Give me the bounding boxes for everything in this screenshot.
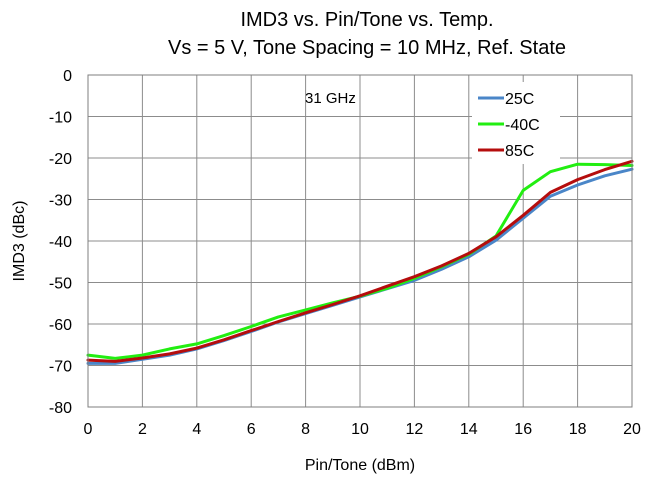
chart-subtitle: Vs = 5 V, Tone Spacing = 10 MHz, Ref. St…	[168, 37, 566, 59]
y-tick-label: -70	[49, 359, 72, 376]
x-tick-label: 20	[623, 421, 641, 438]
y-tick-label: -20	[49, 151, 72, 168]
series-lines	[86, 159, 634, 365]
x-tick-label: 6	[247, 421, 256, 438]
y-axis-label: IMD3 (dBc)	[11, 201, 28, 282]
x-tick-label: 16	[514, 421, 532, 438]
tick-labels: 0 2 4 6 8 10 12 14 16 18 20 0 -10 -20 -30 -40 -50 -60 -70 -…	[49, 68, 641, 438]
x-tick-label: 10	[351, 421, 369, 438]
y-tick-label: -50	[49, 276, 72, 293]
y-tick-label: -30	[49, 193, 72, 210]
x-tick-label: 2	[138, 421, 147, 438]
chart-title: IMD3 vs. Pin/Tone vs. Temp.	[240, 9, 493, 31]
x-axis-label: Pin/Tone (dBm)	[305, 457, 415, 474]
frequency-annotation: 31 GHz	[305, 90, 356, 107]
x-tick-label: 4	[192, 421, 201, 438]
y-tick-label: 0	[63, 68, 72, 85]
legend-label: 25C	[505, 91, 534, 108]
y-tick-label: -60	[49, 317, 72, 334]
series-line-2	[86, 159, 634, 363]
x-tick-label: 14	[460, 421, 478, 438]
y-tick-label: -80	[49, 400, 72, 417]
x-tick-label: 0	[84, 421, 93, 438]
y-tick-label: -10	[49, 110, 72, 127]
legend: 25C -40C 85C	[472, 82, 560, 164]
legend-label: 85C	[505, 143, 534, 160]
x-tick-label: 12	[406, 421, 424, 438]
x-tick-label: 8	[301, 421, 310, 438]
legend-label: -40C	[505, 117, 540, 134]
plot-frame	[87, 74, 633, 408]
x-tick-label: 18	[569, 421, 587, 438]
y-tick-label: -40	[49, 234, 72, 251]
